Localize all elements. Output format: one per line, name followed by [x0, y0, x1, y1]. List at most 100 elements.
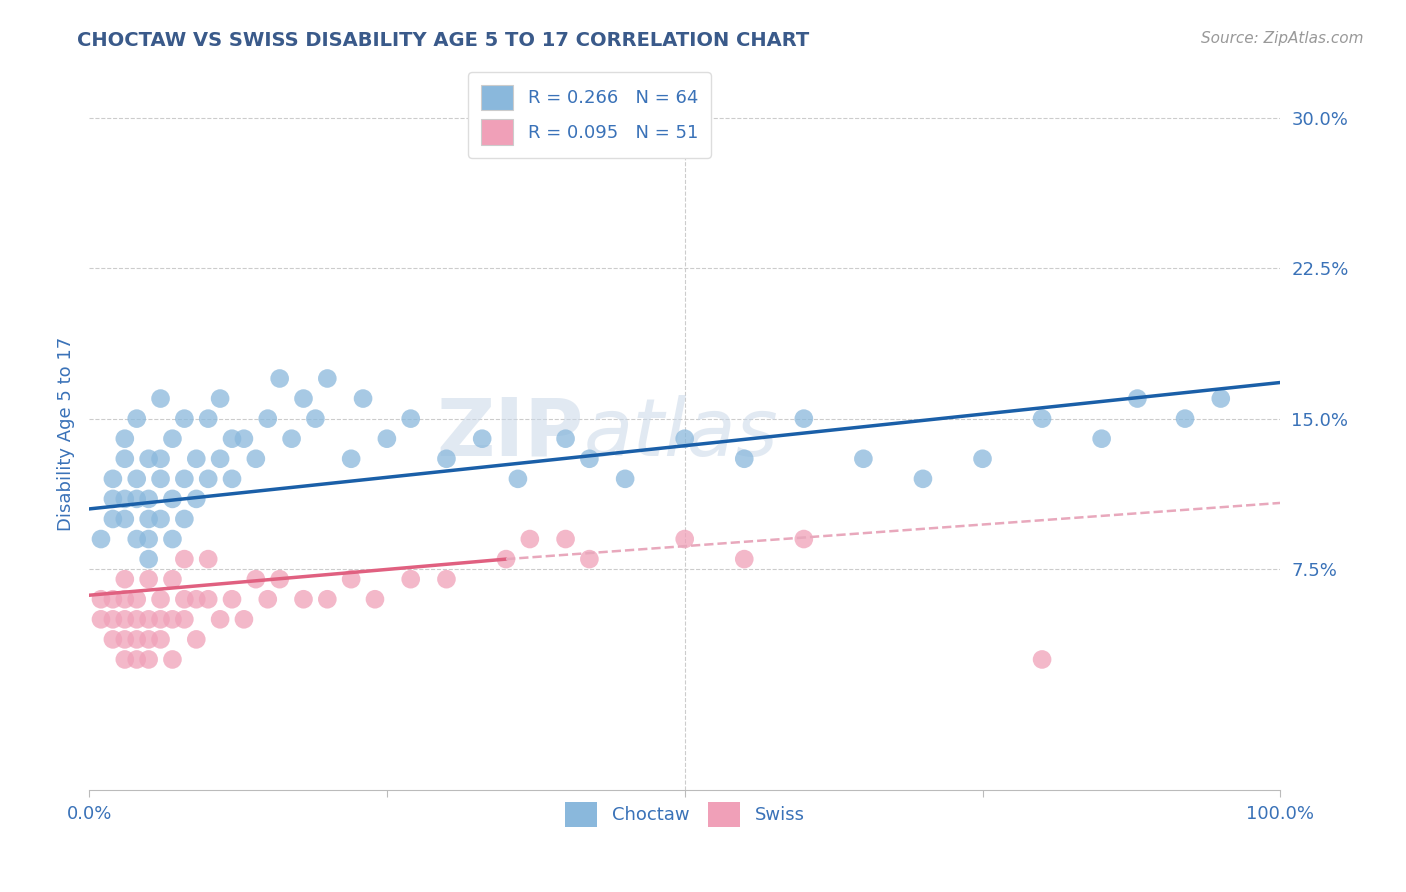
- Point: [436, 572, 458, 586]
- Point: [221, 432, 243, 446]
- Point: [554, 432, 576, 446]
- Text: atlas: atlas: [583, 394, 778, 473]
- Point: [149, 632, 172, 647]
- Point: [316, 592, 339, 607]
- Point: [162, 612, 184, 626]
- Point: [399, 411, 422, 425]
- Point: [173, 612, 195, 626]
- Point: [1174, 411, 1197, 425]
- Point: [269, 371, 291, 385]
- Point: [125, 632, 148, 647]
- Point: [221, 472, 243, 486]
- Point: [578, 451, 600, 466]
- Point: [197, 592, 219, 607]
- Point: [209, 612, 232, 626]
- Point: [673, 532, 696, 546]
- Y-axis label: Disability Age 5 to 17: Disability Age 5 to 17: [58, 336, 75, 531]
- Point: [292, 392, 315, 406]
- Point: [149, 451, 172, 466]
- Point: [614, 472, 637, 486]
- Point: [375, 432, 398, 446]
- Point: [125, 491, 148, 506]
- Point: [972, 451, 994, 466]
- Point: [1209, 392, 1232, 406]
- Point: [186, 592, 208, 607]
- Point: [125, 592, 148, 607]
- Point: [149, 592, 172, 607]
- Point: [101, 491, 124, 506]
- Point: [173, 411, 195, 425]
- Point: [114, 632, 136, 647]
- Point: [519, 532, 541, 546]
- Point: [162, 432, 184, 446]
- Point: [232, 612, 254, 626]
- Point: [197, 411, 219, 425]
- Point: [173, 552, 195, 566]
- Text: Source: ZipAtlas.com: Source: ZipAtlas.com: [1201, 31, 1364, 46]
- Point: [162, 652, 184, 666]
- Point: [280, 432, 302, 446]
- Point: [138, 632, 160, 647]
- Point: [138, 532, 160, 546]
- Text: ZIP: ZIP: [436, 394, 583, 473]
- Point: [173, 592, 195, 607]
- Point: [138, 451, 160, 466]
- Point: [1126, 392, 1149, 406]
- Point: [90, 532, 112, 546]
- Point: [364, 592, 387, 607]
- Point: [1091, 432, 1114, 446]
- Point: [209, 392, 232, 406]
- Point: [101, 472, 124, 486]
- Point: [245, 572, 267, 586]
- Point: [114, 432, 136, 446]
- Point: [1031, 652, 1053, 666]
- Point: [173, 472, 195, 486]
- Point: [852, 451, 875, 466]
- Point: [245, 451, 267, 466]
- Point: [186, 491, 208, 506]
- Point: [173, 512, 195, 526]
- Point: [125, 652, 148, 666]
- Point: [114, 572, 136, 586]
- Point: [138, 652, 160, 666]
- Point: [197, 472, 219, 486]
- Point: [578, 552, 600, 566]
- Point: [162, 532, 184, 546]
- Point: [209, 451, 232, 466]
- Point: [149, 472, 172, 486]
- Point: [149, 392, 172, 406]
- Point: [911, 472, 934, 486]
- Point: [471, 432, 494, 446]
- Point: [138, 612, 160, 626]
- Point: [138, 552, 160, 566]
- Point: [292, 592, 315, 607]
- Point: [149, 612, 172, 626]
- Point: [352, 392, 374, 406]
- Point: [138, 512, 160, 526]
- Point: [186, 451, 208, 466]
- Point: [232, 432, 254, 446]
- Point: [1031, 411, 1053, 425]
- Point: [340, 451, 363, 466]
- Point: [125, 612, 148, 626]
- Point: [733, 552, 755, 566]
- Point: [90, 612, 112, 626]
- Point: [138, 572, 160, 586]
- Point: [114, 491, 136, 506]
- Point: [114, 592, 136, 607]
- Point: [114, 612, 136, 626]
- Point: [733, 451, 755, 466]
- Point: [138, 491, 160, 506]
- Point: [221, 592, 243, 607]
- Point: [162, 572, 184, 586]
- Point: [399, 572, 422, 586]
- Point: [304, 411, 326, 425]
- Text: CHOCTAW VS SWISS DISABILITY AGE 5 TO 17 CORRELATION CHART: CHOCTAW VS SWISS DISABILITY AGE 5 TO 17 …: [77, 31, 810, 50]
- Point: [673, 432, 696, 446]
- Point: [101, 632, 124, 647]
- Point: [125, 472, 148, 486]
- Point: [506, 472, 529, 486]
- Point: [90, 592, 112, 607]
- Point: [340, 572, 363, 586]
- Point: [316, 371, 339, 385]
